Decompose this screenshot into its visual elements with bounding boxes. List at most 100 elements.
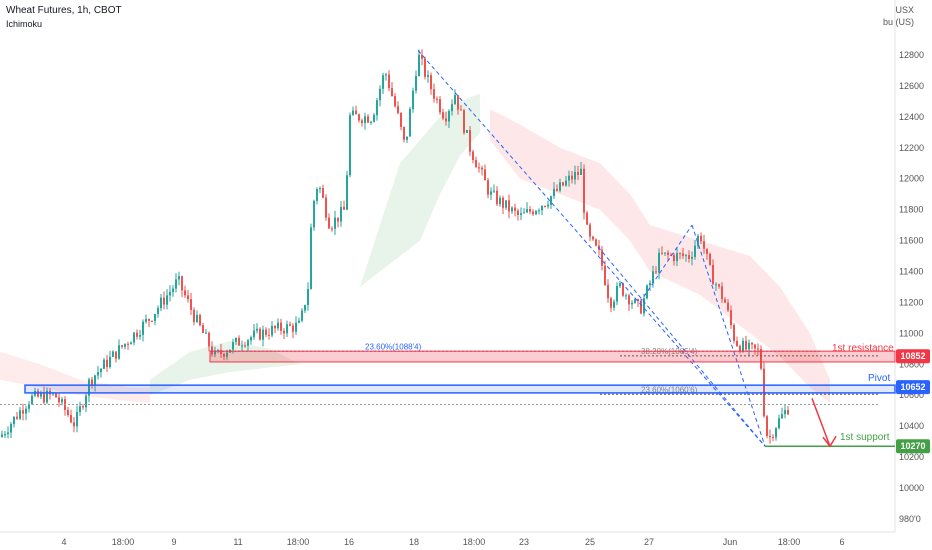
candle-body [313, 200, 315, 228]
trendline [417, 50, 766, 447]
candle-body [580, 168, 582, 175]
candle-body [235, 337, 237, 343]
candle-body [433, 89, 435, 99]
trendline [597, 246, 766, 447]
x-tick-label: 18 [409, 537, 419, 547]
candle-body [181, 276, 183, 291]
candle-body [358, 114, 360, 121]
level-name-label: 1st resistance [832, 343, 894, 354]
candle-body [187, 295, 189, 300]
y-tick-label: 11000 [899, 328, 923, 338]
candle-body [73, 422, 75, 427]
candle-body [160, 297, 162, 309]
candle-body [343, 206, 345, 210]
candle-body [367, 116, 369, 123]
candle-body [316, 189, 318, 201]
candle-body [43, 393, 45, 403]
candle-body [703, 241, 705, 249]
candle-body [667, 252, 669, 255]
candle-body [58, 397, 60, 403]
price-badge [896, 349, 930, 364]
candle-body [7, 432, 9, 435]
candle-body [16, 416, 18, 419]
candle-body [4, 434, 6, 436]
candle-body [757, 348, 759, 350]
candle-body [193, 309, 195, 322]
candle-body [529, 209, 531, 212]
candle-body [592, 236, 594, 240]
candle-body [88, 379, 90, 396]
resistance-zone[interactable] [209, 350, 896, 363]
candle-body [577, 171, 579, 175]
candle-body [760, 348, 762, 369]
candle-body [445, 118, 447, 122]
candle-body [151, 320, 153, 322]
candle-body [550, 196, 552, 205]
price-badge-text: 10652 [900, 382, 925, 392]
candle-body [373, 115, 375, 122]
candle-body [637, 299, 639, 302]
candle-body [400, 112, 402, 127]
candle-body [100, 368, 102, 373]
candle-body [289, 324, 291, 326]
candle-body [223, 353, 225, 357]
y-tick-label: 12200 [899, 143, 924, 153]
candle-body [625, 295, 627, 297]
candle-body [559, 182, 561, 191]
candle-body [697, 235, 699, 246]
candle-body [544, 205, 546, 207]
candle-body [784, 410, 786, 415]
candle-body [139, 335, 141, 337]
candle-body [121, 345, 123, 347]
candle-body [676, 253, 678, 262]
candle-body [754, 344, 756, 349]
candle-body [394, 95, 396, 107]
candle-body [766, 416, 768, 436]
candle-body [442, 112, 444, 119]
pivot-zone[interactable] [24, 384, 896, 394]
candle-body [271, 325, 273, 336]
candle-body [208, 332, 210, 347]
candle-body [673, 255, 675, 262]
candle-body [205, 332, 207, 334]
candle-body [613, 301, 615, 308]
candle-body [172, 288, 174, 292]
candle-body [130, 342, 132, 345]
candle-body [718, 284, 720, 287]
candle-body [532, 211, 534, 215]
candle-body [499, 197, 501, 205]
candle-body [199, 314, 201, 326]
candle-body [454, 95, 456, 105]
candle-body [163, 297, 165, 305]
candle-body [61, 399, 63, 403]
candle-body [214, 350, 216, 355]
candle-body [562, 182, 564, 186]
y-tick-label: 11800 [899, 205, 923, 215]
candle-body [451, 104, 453, 112]
candle-body [310, 227, 312, 290]
level-name-label: 1st support [840, 432, 890, 443]
candle-body [337, 217, 339, 222]
level-name-label: Pivot [868, 373, 890, 384]
candle-body [502, 197, 504, 208]
candle-body [286, 324, 288, 334]
candle-body [211, 346, 213, 355]
candle-body [448, 111, 450, 122]
candle-body [610, 298, 612, 308]
y-tick-label: 10400 [899, 421, 924, 431]
candle-body [583, 168, 585, 213]
candle-body [175, 279, 177, 289]
candle-body [574, 171, 576, 180]
candle-body [19, 410, 21, 419]
candle-body [523, 212, 525, 214]
candle-body [268, 334, 270, 336]
candle-body [505, 200, 507, 208]
y-tick-label: 11400 [899, 267, 923, 277]
candle-body [376, 100, 378, 116]
candle-body [106, 359, 108, 368]
candle-body [325, 197, 327, 218]
candle-body [148, 318, 150, 321]
candle-body [388, 74, 390, 89]
candle-body [1, 434, 3, 437]
